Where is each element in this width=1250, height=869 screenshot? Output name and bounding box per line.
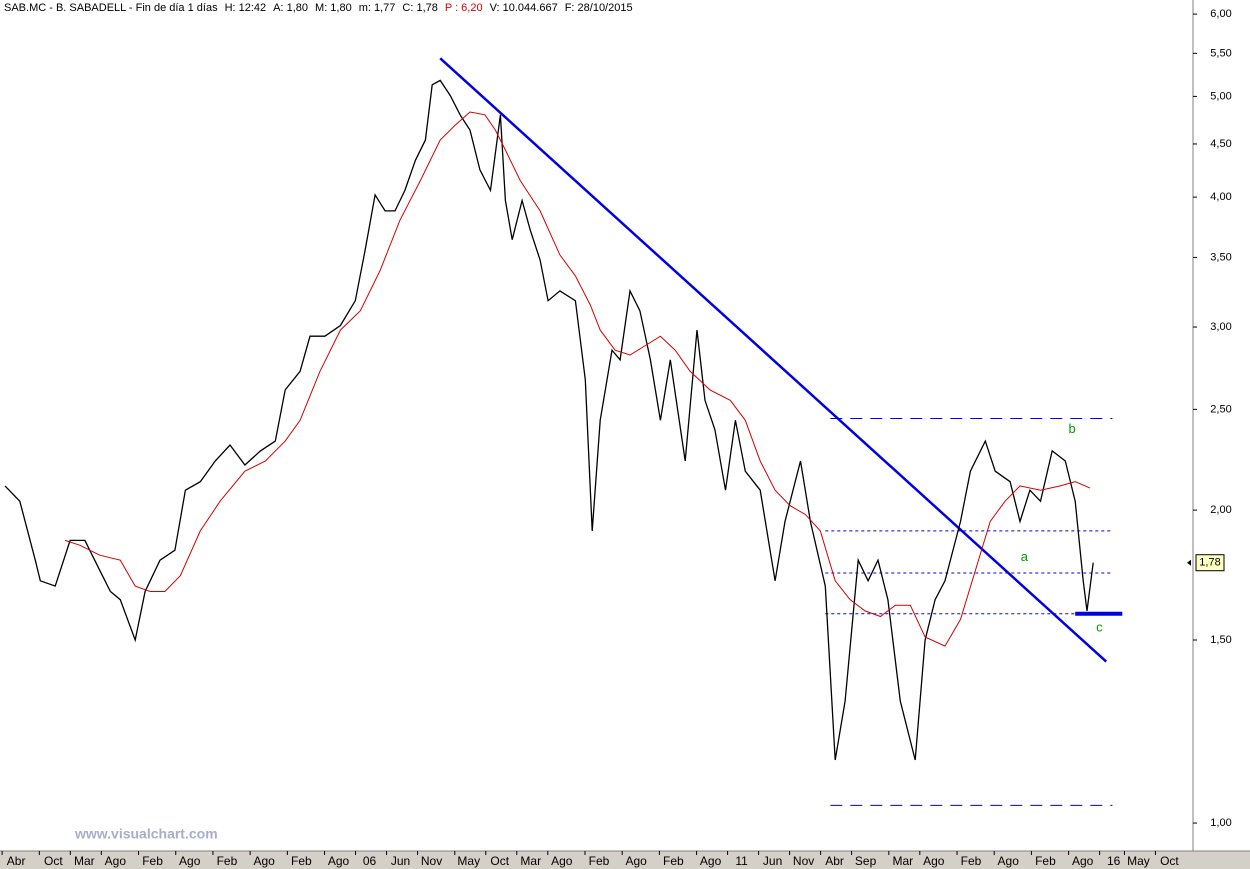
x-tick-label: Oct — [490, 854, 509, 868]
watermark: www.visualchart.com — [74, 826, 218, 842]
y-tick-label: 4,00 — [1210, 191, 1231, 203]
x-tick-label: Feb — [663, 854, 684, 868]
x-tick-label: Mar — [520, 854, 541, 868]
header-item: SAB.MC - B. SABADELL - Fin de día 1 días — [4, 2, 218, 14]
header-item: P : 6,20 — [445, 2, 483, 14]
y-tick-label: 2,00 — [1210, 504, 1231, 516]
x-tick-label: Ago — [253, 854, 275, 868]
moving-average — [64, 111, 1091, 647]
y-tick-label: 1,00 — [1210, 817, 1231, 829]
y-tick-label: 5,00 — [1210, 90, 1231, 102]
x-tick-label: 11 — [735, 854, 748, 868]
x-tick-label: Jun — [391, 854, 410, 868]
x-tick-label: Nov — [793, 854, 814, 868]
x-tick-label: Abr — [7, 854, 26, 868]
x-axis-bar — [0, 851, 1250, 869]
wave-label: b — [1068, 421, 1075, 436]
header-item: H: 12:42 — [225, 2, 267, 14]
x-tick-label: Feb — [589, 854, 610, 868]
y-tick-label: 2,50 — [1210, 403, 1231, 415]
x-tick-label: Oct — [1160, 854, 1179, 868]
y-tick-label: 1,50 — [1210, 634, 1231, 646]
x-tick-label: Feb — [291, 854, 312, 868]
price-line — [4, 79, 1094, 761]
x-tick-label: Feb — [142, 854, 163, 868]
x-tick-label: Feb — [217, 854, 238, 868]
y-tick-label: 6,00 — [1210, 8, 1231, 20]
last-price-pointer — [1187, 559, 1191, 566]
x-tick-label: Nov — [421, 854, 442, 868]
x-tick-label: Ago — [923, 854, 945, 868]
x-tick-label: Abr — [825, 854, 844, 868]
wave-label: c — [1096, 620, 1103, 635]
x-tick-label: Ago — [105, 854, 127, 868]
y-tick-label: 3,50 — [1210, 251, 1231, 263]
header-item: V: 10.044.667 — [490, 2, 558, 14]
x-tick-label: 16 — [1107, 854, 1121, 868]
header-item: m: 1,77 — [359, 2, 396, 14]
header: SAB.MC - B. SABADELL - Fin de día 1 días… — [4, 2, 633, 14]
x-tick-label: Mar — [74, 854, 95, 868]
header-item: F: 28/10/2015 — [565, 2, 633, 14]
x-tick-label: 06 — [363, 854, 377, 868]
x-tick-label: Ago — [626, 854, 648, 868]
x-tick-label: Feb — [961, 854, 982, 868]
header-item: A: 1,80 — [273, 2, 308, 14]
last-price-label: 1,78 — [1199, 557, 1220, 569]
y-tick-label: 3,00 — [1210, 321, 1231, 333]
y-tick-label: 4,50 — [1210, 138, 1231, 150]
x-tick-label: May — [457, 854, 480, 868]
x-tick-label: Ago — [1072, 854, 1094, 868]
last-price-box — [1195, 554, 1225, 572]
drawn-line — [439, 57, 1108, 663]
y-tick-label: 5,50 — [1210, 47, 1231, 59]
x-tick-label: Mar — [892, 854, 913, 868]
x-tick-label: Ago — [179, 854, 201, 868]
header-item: C: 1,78 — [402, 2, 437, 14]
x-tick-label: Ago — [998, 854, 1020, 868]
header-item: M: 1,80 — [315, 2, 352, 14]
x-tick-label: Sep — [855, 854, 877, 868]
x-tick-label: Ago — [700, 854, 722, 868]
x-tick-label: May — [1127, 854, 1150, 868]
x-tick-label: Ago — [328, 854, 350, 868]
x-tick-label: Ago — [551, 854, 573, 868]
wave-label: a — [1021, 549, 1029, 564]
x-tick-label: Feb — [1035, 854, 1056, 868]
x-tick-label: Oct — [44, 854, 63, 868]
header-bg — [0, 0, 620, 16]
x-tick-label: Jun — [763, 854, 782, 868]
